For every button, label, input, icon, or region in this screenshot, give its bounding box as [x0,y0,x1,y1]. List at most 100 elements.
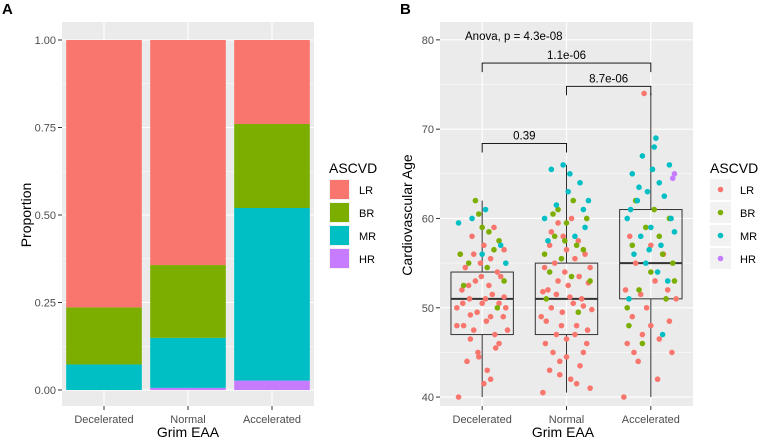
point-mr [577,179,583,186]
point-lr [545,287,551,293]
bar-normal-br [150,265,226,338]
point-br [671,278,678,284]
point-mr [671,229,678,235]
point-lr [501,294,507,300]
point-lr [635,358,641,365]
comparison-p-value-normal-accelerated: 8.7e-06 [589,73,628,85]
panel-b-y-ticks: 40 50 60 70 80 [422,35,440,404]
point-lr [573,380,580,387]
point-br [583,215,590,222]
panel-a-x-tick-label: Decelerated [74,414,133,426]
point-br [669,260,676,266]
panel-b-legend-point-mr [717,232,724,239]
point-br [573,242,580,249]
panel-a-legend-label-mr: MR [359,231,376,243]
point-lr [573,322,580,329]
panel-a-legend-title: ASCVD [329,160,377,176]
panel-a-x-axis-label: Grim EAA [157,424,220,440]
point-br [479,224,485,231]
panel-a-legend-swatch-mr [330,226,349,245]
point-mr [666,162,673,168]
point-br [501,278,507,284]
point-hr [669,175,676,182]
point-lr [673,296,679,302]
panel-a-legend: LR BR MR HR [329,179,376,269]
panel-b-legend: LR BR MR HR [710,179,757,269]
point-mr [455,220,462,226]
point-lr [580,303,587,309]
point-br [575,309,582,316]
point-lr [462,264,469,271]
point-lr [568,215,575,222]
point-br [626,322,632,329]
point-lr [654,376,661,383]
point-mr [585,197,592,204]
point-lr [555,220,561,226]
point-lr [583,340,590,347]
panel-b-y-tick-label: 60 [422,213,434,225]
point-br [570,197,577,204]
point-lr [543,318,550,324]
point-lr [656,336,663,342]
point-br [580,246,587,253]
point-mr [651,144,658,150]
point-mr [639,153,646,159]
point-br [460,282,467,289]
bar-accelerated-hr [234,380,310,390]
bar-normal-lr [150,40,226,266]
point-lr [492,331,498,338]
point-lr [652,278,658,284]
point-lr [639,331,646,338]
bar-decelerated-mr [66,364,142,390]
point-lr [560,233,566,240]
point-lr [465,282,472,289]
panel-a-y-tick-label: 0.25 [35,298,56,310]
point-br [472,197,479,204]
point-mr [631,251,637,257]
panel-a-y-axis-label: Proportion [18,183,34,248]
panel-b-legend-point-br [717,209,724,216]
point-mr [582,224,588,231]
point-lr [486,282,492,289]
point-lr [563,336,570,342]
point-mr [654,269,661,275]
point-br [558,255,565,262]
point-br [648,269,654,275]
point-lr [541,264,548,271]
panel-a-x-tick-label: Accelerated [243,414,301,426]
point-lr [666,318,673,324]
point-mr [541,215,548,222]
panel-a-y-tick-label: 0.50 [35,210,56,222]
point-mr [634,197,641,204]
point-lr [484,367,491,374]
point-lr [540,288,546,295]
panel-b-tag: B [400,1,411,18]
point-lr [648,322,654,329]
point-br [484,264,491,271]
point-lr [466,296,473,302]
point-lr [567,376,574,383]
point-mr [636,184,642,191]
point-lr [632,260,639,266]
point-br [543,296,550,302]
panel-a-y-tick-label: 0.75 [35,123,56,135]
bar-decelerated-lr [66,40,142,308]
comparison-bracket-decelerated-normal [481,143,567,153]
point-br [587,278,593,284]
point-br [494,304,501,311]
point-mr [658,242,664,249]
point-lr [492,345,499,351]
point-lr [622,287,629,293]
bar-normal-mr [150,337,226,388]
point-lr [578,296,585,302]
panel-b-legend-point-hr [717,255,724,262]
point-lr [576,273,582,280]
panel-b-x-tick-label: Accelerated [622,414,680,426]
anova-label: Anova, p = 4.3e-08 [465,31,563,43]
point-lr [629,313,636,320]
panel-b-legend-label-br: BR [740,208,755,220]
point-br [496,237,502,244]
point-mr [545,237,551,244]
point-lr [487,313,494,320]
point-lr [475,349,481,356]
